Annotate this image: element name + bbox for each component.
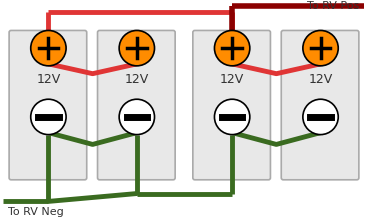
Circle shape [119, 30, 155, 66]
Circle shape [31, 30, 66, 66]
Text: 12V: 12V [36, 73, 61, 86]
Circle shape [31, 99, 66, 135]
Circle shape [303, 99, 338, 135]
Text: 12V: 12V [125, 73, 149, 86]
Circle shape [214, 30, 250, 66]
Circle shape [303, 30, 338, 66]
Circle shape [119, 99, 155, 135]
FancyBboxPatch shape [193, 30, 270, 180]
Text: To RV Neg: To RV Neg [8, 207, 64, 217]
FancyBboxPatch shape [9, 30, 87, 180]
Circle shape [214, 99, 250, 135]
FancyBboxPatch shape [281, 30, 359, 180]
FancyBboxPatch shape [98, 30, 175, 180]
Text: 12V: 12V [308, 73, 333, 86]
Text: To RV Pos: To RV Pos [306, 1, 359, 11]
Text: 12V: 12V [220, 73, 244, 86]
